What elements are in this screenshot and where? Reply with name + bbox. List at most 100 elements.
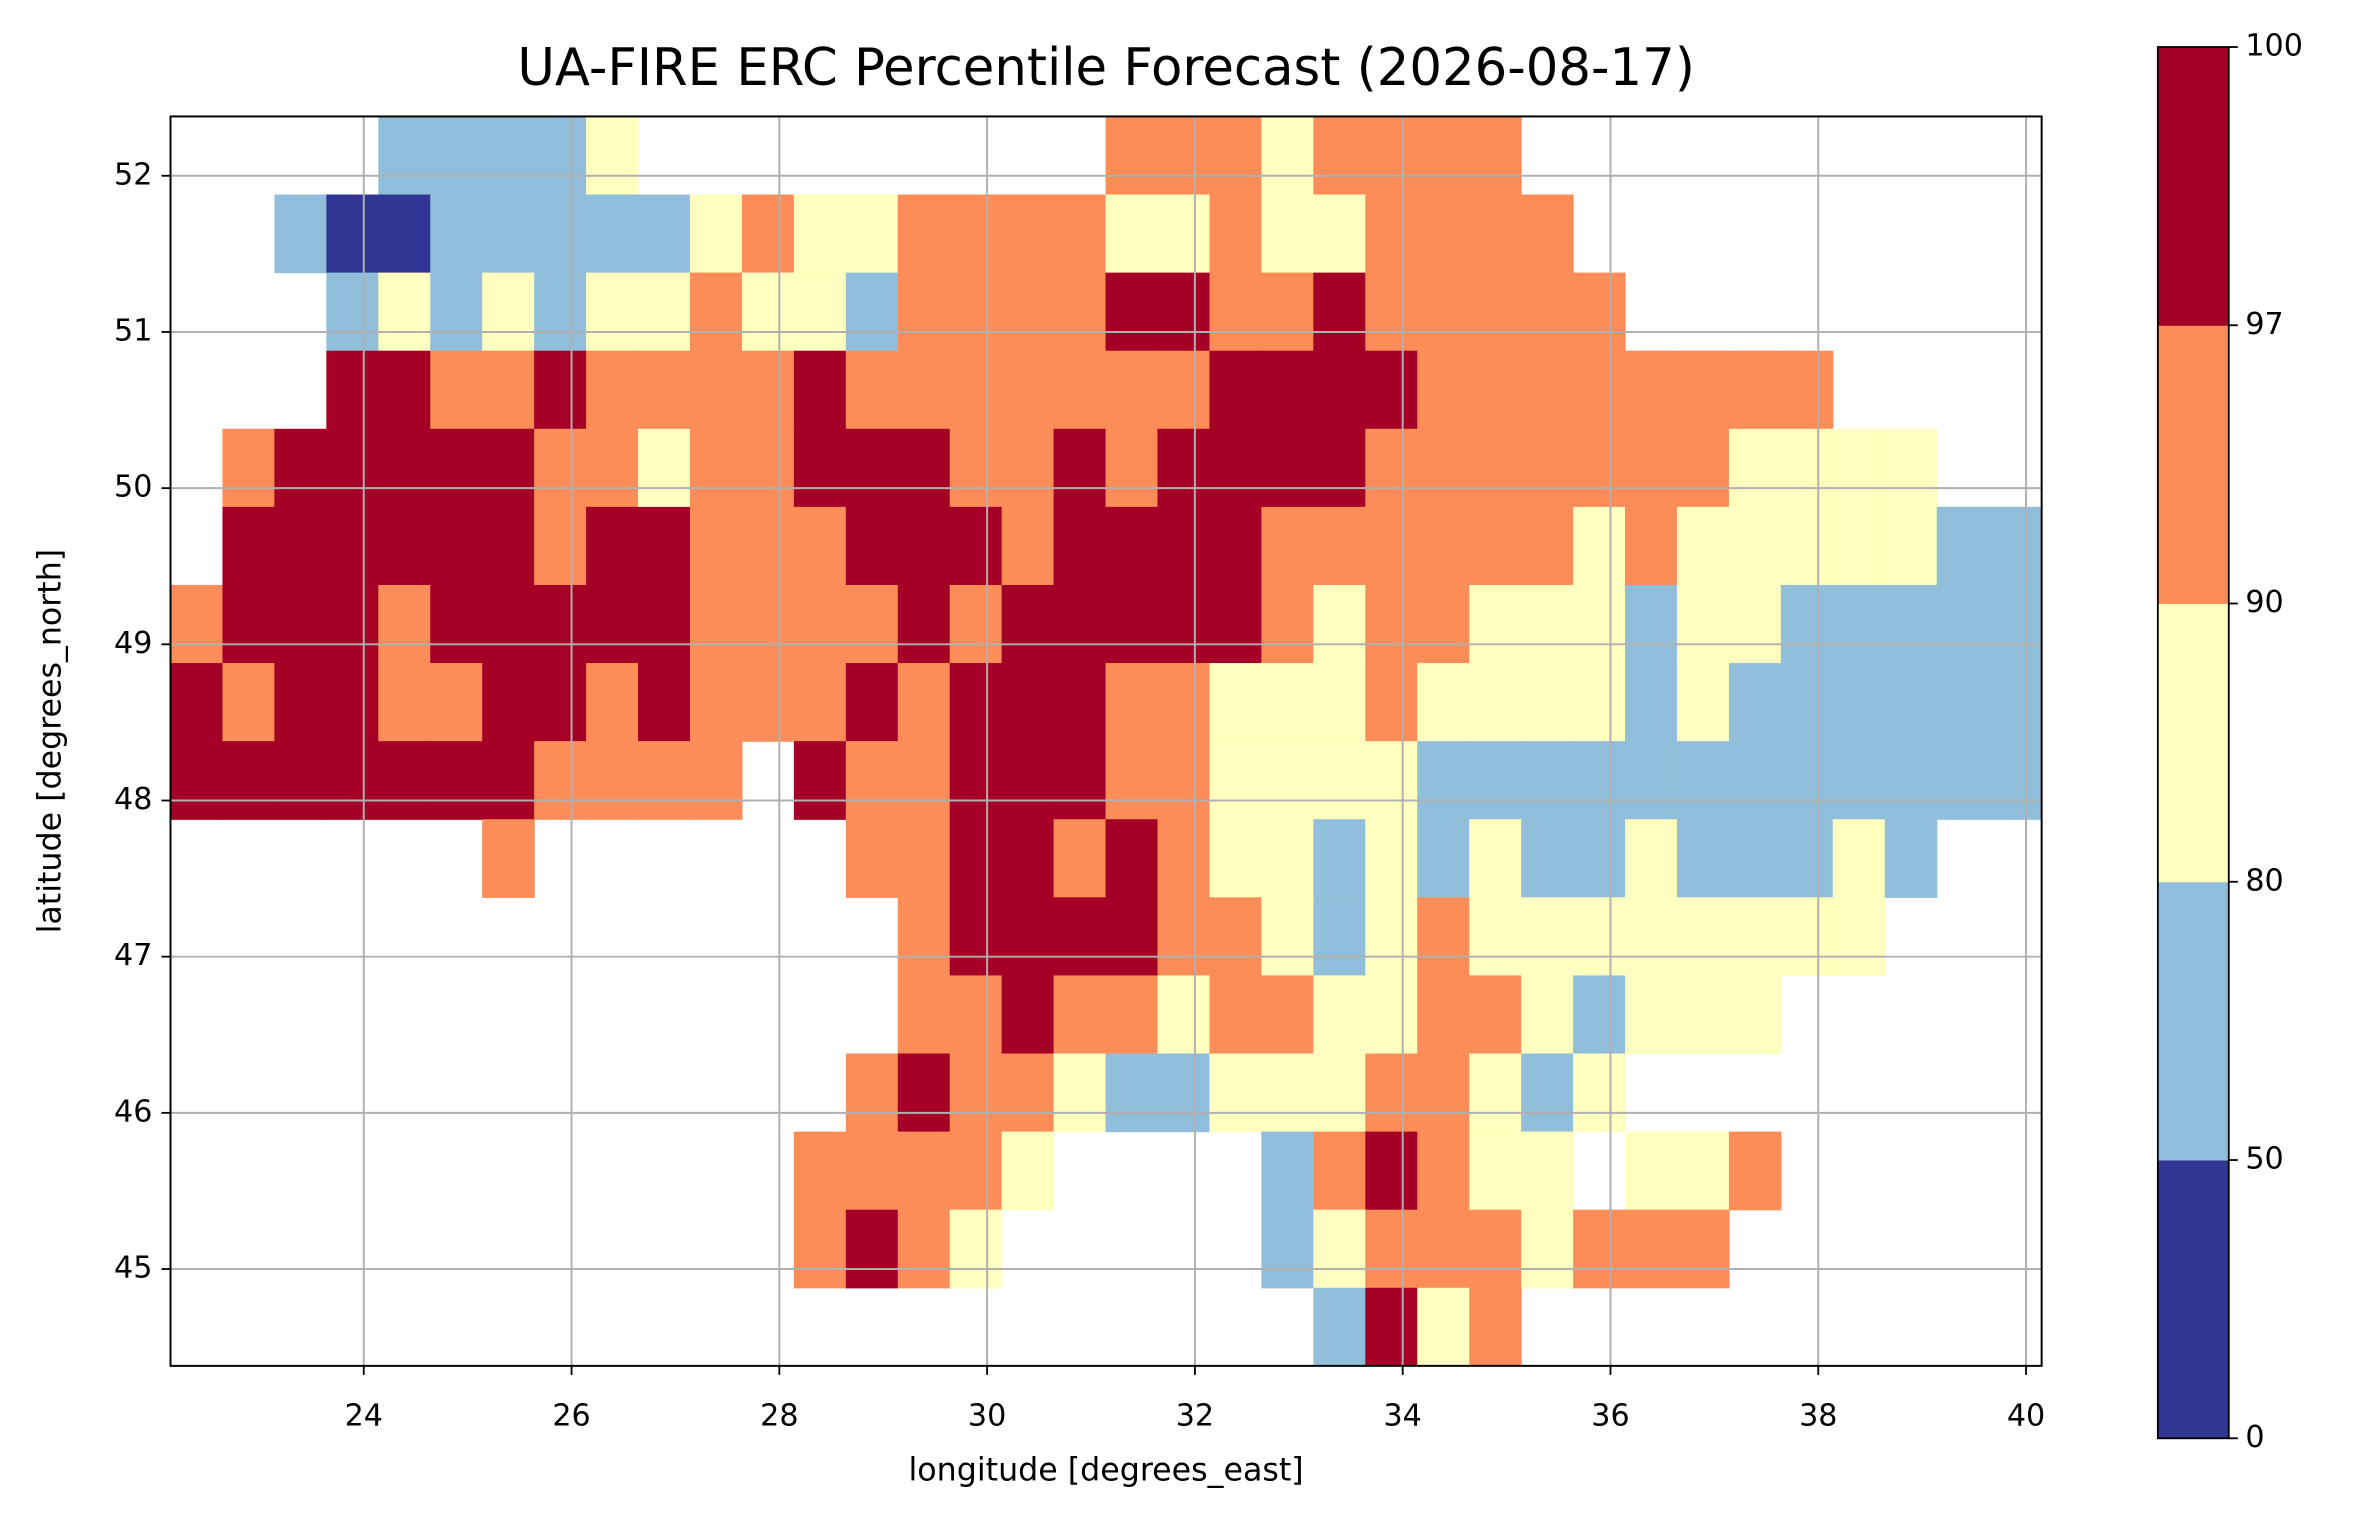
map-cell	[1469, 350, 1522, 430]
colorbar-segment	[2157, 881, 2229, 1161]
map-cell	[1261, 1131, 1314, 1211]
map-cell	[1209, 116, 1263, 196]
map-cell	[1209, 428, 1263, 508]
map-cell	[482, 506, 535, 586]
map-cell	[949, 272, 1003, 352]
map-cell	[1521, 350, 1574, 430]
map-cell	[1313, 1287, 1366, 1367]
map-cell	[378, 116, 431, 196]
map-cell	[1053, 506, 1107, 586]
map-cell	[586, 584, 639, 664]
map-cell	[1780, 897, 1834, 977]
map-cell	[170, 584, 224, 664]
map-cell	[1313, 663, 1366, 742]
map-cell	[534, 272, 587, 352]
map-cell	[1365, 350, 1418, 430]
chart-title: UA-FIRE ERC Percentile Forecast (2026-08…	[517, 38, 1695, 98]
map-cell	[949, 506, 1003, 586]
map-cell	[1417, 975, 1470, 1055]
y-tick-label: 46	[114, 1094, 152, 1129]
map-cell	[1105, 663, 1159, 742]
map-cell	[482, 819, 535, 898]
map-cell	[482, 584, 535, 664]
map-cell	[326, 741, 379, 820]
map-cell	[897, 506, 951, 586]
map-cell	[638, 350, 691, 430]
map-cell	[482, 116, 535, 196]
map-cell	[534, 506, 587, 586]
map-cell	[326, 584, 379, 664]
map-cell	[1157, 584, 1211, 664]
map-cell	[1417, 584, 1470, 664]
x-tick-label: 38	[1799, 1399, 1837, 1434]
map-cell	[1625, 1209, 1678, 1289]
map-cell	[949, 897, 1003, 977]
map-cell	[1469, 975, 1522, 1055]
map-cell	[1365, 1131, 1418, 1211]
colorbar-segment	[2157, 325, 2229, 604]
colorbar-tick-label: 97	[2245, 307, 2283, 342]
map-cell	[845, 819, 899, 898]
map-cell	[1157, 741, 1211, 820]
map-cell	[1261, 584, 1314, 664]
map-cell	[1365, 741, 1418, 820]
map-cell	[1780, 741, 1834, 820]
map-cell	[1105, 819, 1159, 898]
map-cell	[1884, 663, 1938, 742]
map-cell	[482, 663, 535, 742]
map-cell	[1469, 819, 1522, 898]
map-cell	[1053, 194, 1107, 274]
map-cell	[1001, 506, 1055, 586]
map-cell	[274, 194, 327, 274]
map-cell	[1261, 741, 1314, 820]
map-cell	[1676, 584, 1730, 664]
map-cell	[897, 975, 951, 1055]
x-tick-label: 30	[968, 1399, 1006, 1434]
colorbar-tick-label: 50	[2245, 1142, 2283, 1177]
map-cell	[1417, 194, 1470, 274]
map-cell	[845, 350, 899, 430]
map-cell	[274, 506, 327, 586]
map-cell	[1209, 506, 1263, 586]
map-cell	[1676, 1209, 1730, 1289]
map-cell	[949, 1053, 1003, 1133]
map-cell	[1728, 350, 1782, 430]
map-cell	[1936, 584, 1990, 664]
y-axis-label: latitude [degrees_north]	[32, 549, 68, 934]
map-cell	[1469, 428, 1522, 508]
map-cell	[1988, 741, 2042, 820]
map-cell	[1676, 663, 1730, 742]
map-cell	[586, 116, 639, 196]
map-cell	[1313, 1209, 1366, 1289]
map-cell	[793, 584, 847, 664]
map-cell	[1469, 506, 1522, 586]
y-tick-label: 45	[114, 1251, 152, 1286]
map-cell	[689, 428, 743, 508]
map-cell	[378, 272, 431, 352]
map-cell	[845, 506, 899, 586]
map-cell	[1521, 506, 1574, 586]
map-cell	[1001, 1053, 1055, 1133]
map-cell	[1365, 975, 1418, 1055]
map-cell	[1469, 272, 1522, 352]
map-cell	[1676, 897, 1730, 977]
map-cell	[1053, 584, 1107, 664]
map-cell	[1105, 584, 1159, 664]
map-cell	[1625, 975, 1678, 1055]
map-cell	[949, 1131, 1003, 1211]
map-cells	[170, 116, 2042, 1367]
map-cell	[949, 663, 1003, 742]
map-cell	[949, 350, 1003, 430]
map-cell	[430, 663, 483, 742]
map-cell	[1209, 741, 1263, 820]
map-cell	[170, 741, 224, 820]
map-cell	[1417, 1131, 1470, 1211]
map-cell	[1625, 350, 1678, 430]
map-cell	[326, 663, 379, 742]
y-tick-label: 52	[114, 157, 152, 192]
map-cell	[378, 663, 431, 742]
map-cell	[1728, 819, 1782, 898]
map-cell	[274, 663, 327, 742]
map-cell	[949, 819, 1003, 898]
map-cell	[1365, 428, 1418, 508]
